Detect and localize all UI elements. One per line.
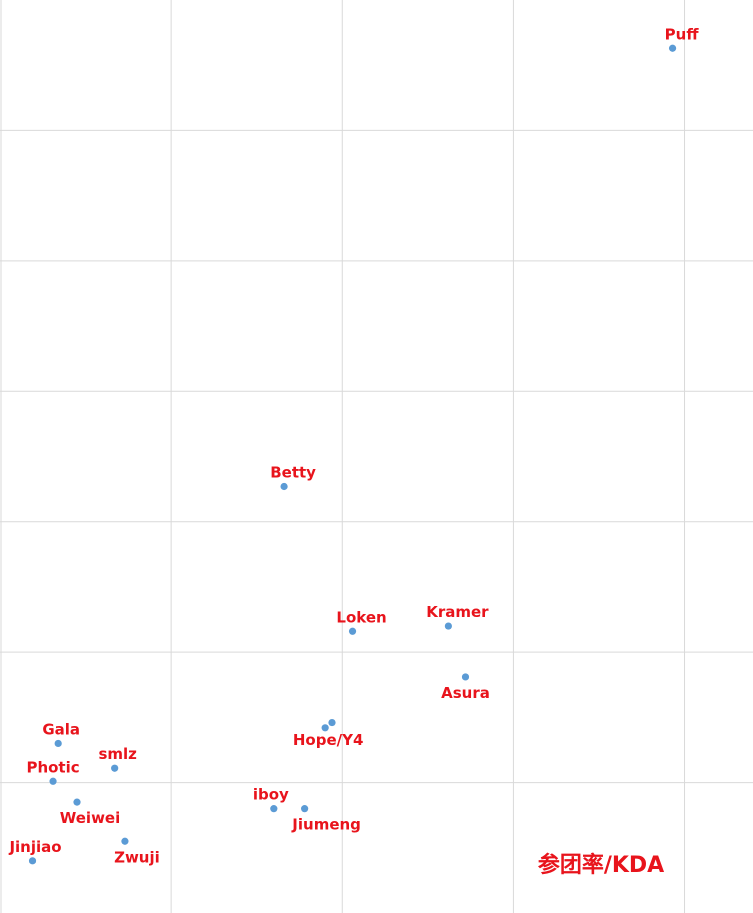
point-label: Jiumeng: [291, 816, 361, 834]
point-label: smlz: [98, 745, 137, 763]
data-point: [348, 627, 357, 635]
point-label: iboy: [253, 786, 289, 804]
data-point: [668, 44, 677, 52]
data-point: [28, 857, 37, 865]
point-labels: Puff Betty Loken Kramer Asura Hope/Y4 Gala smlz…: [8, 25, 699, 866]
data-point: [321, 724, 329, 732]
data-point: [121, 837, 129, 845]
chart-annotation: 参团率/KDA: [538, 852, 664, 878]
point-label: Betty: [270, 463, 316, 481]
data-point: [49, 777, 57, 785]
data-point: [444, 622, 452, 630]
point-label: Hope/Y4: [293, 731, 364, 749]
point-label: Gala: [42, 720, 80, 738]
point-label: Loken: [336, 608, 386, 626]
point-label: Weiwei: [60, 809, 121, 827]
point-label: Asura: [441, 684, 490, 702]
point-label: Kramer: [426, 603, 489, 621]
data-point: [54, 739, 62, 748]
data-point: [73, 798, 81, 806]
point-label: Puff: [665, 25, 700, 43]
data-point: [461, 673, 470, 681]
point-label: Jinjiao: [8, 838, 61, 856]
data-points: [28, 44, 677, 865]
point-label: Zwuji: [114, 848, 160, 866]
data-point: [280, 482, 288, 491]
data-point: [301, 805, 309, 813]
data-point: [111, 764, 119, 772]
point-label: Photic: [26, 758, 79, 776]
data-point: [328, 718, 336, 727]
data-point: [270, 805, 278, 813]
